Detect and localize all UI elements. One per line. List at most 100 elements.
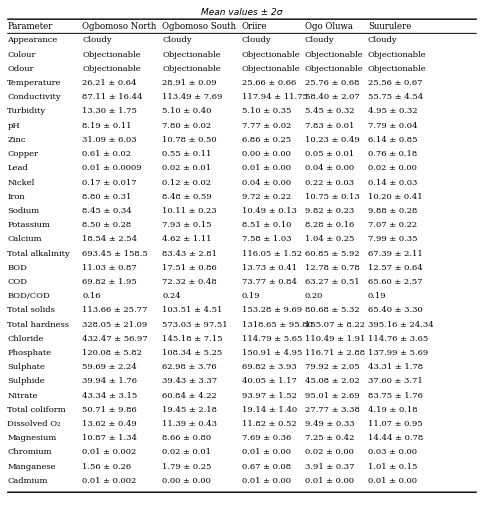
Text: 103.51 ± 4.51: 103.51 ± 4.51: [162, 306, 223, 315]
Text: 67.39 ± 2.11: 67.39 ± 2.11: [368, 250, 423, 258]
Text: 19.14 ± 1.40: 19.14 ± 1.40: [242, 406, 297, 414]
Text: 0.01 ± 0.00: 0.01 ± 0.00: [305, 477, 354, 485]
Text: Nickel: Nickel: [7, 179, 35, 187]
Text: 0.20: 0.20: [305, 292, 323, 300]
Text: Copper: Copper: [7, 150, 38, 158]
Text: Turbidity: Turbidity: [7, 108, 46, 115]
Text: Sulphate: Sulphate: [7, 363, 45, 371]
Text: 0.22 ± 0.03: 0.22 ± 0.03: [305, 179, 354, 187]
Text: 69.82 ± 3.93: 69.82 ± 3.93: [242, 363, 297, 371]
Text: 11.07 ± 0.95: 11.07 ± 0.95: [368, 420, 423, 428]
Text: 59.69 ± 2.24: 59.69 ± 2.24: [82, 363, 137, 371]
Text: 153.28 ± 9.69: 153.28 ± 9.69: [242, 306, 302, 315]
Text: 5.10 ± 0.35: 5.10 ± 0.35: [242, 108, 291, 115]
Text: Manganese: Manganese: [7, 463, 56, 471]
Text: 8.48 ± 0.59: 8.48 ± 0.59: [162, 193, 212, 201]
Text: 62.98 ± 3.76: 62.98 ± 3.76: [162, 363, 217, 371]
Text: 108.34 ± 5.25: 108.34 ± 5.25: [162, 349, 222, 357]
Text: 113.66 ± 25.77: 113.66 ± 25.77: [82, 306, 148, 315]
Text: 8.50 ± 0.28: 8.50 ± 0.28: [82, 221, 132, 229]
Text: Objectionable: Objectionable: [368, 51, 426, 58]
Text: 83.43 ± 2.81: 83.43 ± 2.81: [162, 250, 217, 258]
Text: Lead: Lead: [7, 164, 28, 172]
Text: 0.67 ± 0.08: 0.67 ± 0.08: [242, 463, 291, 471]
Text: 7.99 ± 0.35: 7.99 ± 0.35: [368, 236, 417, 243]
Text: 7.79 ± 0.04: 7.79 ± 0.04: [368, 122, 417, 130]
Text: Appearance: Appearance: [7, 36, 58, 44]
Text: 4.95 ± 0.32: 4.95 ± 0.32: [368, 108, 417, 115]
Text: 28.91 ± 0.09: 28.91 ± 0.09: [162, 79, 217, 87]
Text: 0.01 ± 0.002: 0.01 ± 0.002: [82, 448, 136, 456]
Text: 0.14 ± 0.03: 0.14 ± 0.03: [368, 179, 417, 187]
Text: Total coliform: Total coliform: [7, 406, 66, 414]
Text: 1.04 ± 0.25: 1.04 ± 0.25: [305, 236, 354, 243]
Text: 432.47 ± 56.97: 432.47 ± 56.97: [82, 335, 148, 343]
Text: 63.27 ± 0.51: 63.27 ± 0.51: [305, 278, 360, 286]
Text: Objectionable: Objectionable: [305, 51, 363, 58]
Text: 0.00 ± 0.00: 0.00 ± 0.00: [242, 150, 291, 158]
Text: Cloudy: Cloudy: [368, 36, 397, 44]
Text: 9.49 ± 0.33: 9.49 ± 0.33: [305, 420, 355, 428]
Text: Objectionable: Objectionable: [242, 65, 301, 73]
Text: 50.71 ± 9.86: 50.71 ± 9.86: [82, 406, 137, 414]
Text: 11.39 ± 0.43: 11.39 ± 0.43: [162, 420, 217, 428]
Text: 328.05 ± 21.09: 328.05 ± 21.09: [82, 320, 148, 329]
Text: 0.61 ± 0.02: 0.61 ± 0.02: [82, 150, 131, 158]
Text: 65.60 ± 2.57: 65.60 ± 2.57: [368, 278, 423, 286]
Text: 27.77 ± 3.38: 27.77 ± 3.38: [305, 406, 360, 414]
Text: 13.62 ± 0.49: 13.62 ± 0.49: [82, 420, 137, 428]
Text: 6.86 ± 0.25: 6.86 ± 0.25: [242, 136, 291, 144]
Text: 39.43 ± 3.37: 39.43 ± 3.37: [162, 377, 217, 385]
Text: 5.45 ± 0.32: 5.45 ± 0.32: [305, 108, 354, 115]
Text: 4.62 ± 1.11: 4.62 ± 1.11: [162, 236, 212, 243]
Text: Total hardness: Total hardness: [7, 320, 69, 329]
Text: 0.03 ± 0.00: 0.03 ± 0.00: [368, 448, 417, 456]
Text: Cadmium: Cadmium: [7, 477, 47, 485]
Text: Phosphate: Phosphate: [7, 349, 51, 357]
Text: Objectionable: Objectionable: [368, 65, 426, 73]
Text: 0.19: 0.19: [242, 292, 260, 300]
Text: 11.03 ± 0.87: 11.03 ± 0.87: [82, 264, 137, 272]
Text: 13.73 ± 0.41: 13.73 ± 0.41: [242, 264, 297, 272]
Text: 7.77 ± 0.02: 7.77 ± 0.02: [242, 122, 291, 130]
Text: 693.45 ± 158.5: 693.45 ± 158.5: [82, 250, 148, 258]
Text: 0.01 ± 0.0009: 0.01 ± 0.0009: [82, 164, 142, 172]
Text: 37.60 ± 3.71: 37.60 ± 3.71: [368, 377, 423, 385]
Text: 120.08 ± 5.82: 120.08 ± 5.82: [82, 349, 142, 357]
Text: 145.18 ± 7.15: 145.18 ± 7.15: [162, 335, 223, 343]
Text: Cloudy: Cloudy: [82, 36, 112, 44]
Text: 4.19 ± 0.18: 4.19 ± 0.18: [368, 406, 418, 414]
Text: 7.83 ± 0.01: 7.83 ± 0.01: [305, 122, 354, 130]
Text: 7.93 ± 0.15: 7.93 ± 0.15: [162, 221, 212, 229]
Text: 25.66 ± 0.66: 25.66 ± 0.66: [242, 79, 296, 87]
Text: 1.79 ± 0.25: 1.79 ± 0.25: [162, 463, 212, 471]
Text: 25.76 ± 0.68: 25.76 ± 0.68: [305, 79, 360, 87]
Text: 7.07 ± 0.22: 7.07 ± 0.22: [368, 221, 417, 229]
Text: 26.21 ± 0.64: 26.21 ± 0.64: [82, 79, 137, 87]
Text: Cloudy: Cloudy: [242, 36, 272, 44]
Text: 13.30 ± 1.75: 13.30 ± 1.75: [82, 108, 137, 115]
Text: Objectionable: Objectionable: [162, 51, 221, 58]
Text: Sodium: Sodium: [7, 207, 39, 215]
Text: 114.76 ± 3.65: 114.76 ± 3.65: [368, 335, 428, 343]
Text: COD: COD: [7, 278, 27, 286]
Text: pH: pH: [7, 122, 20, 130]
Text: 87.11 ± 16.44: 87.11 ± 16.44: [82, 93, 143, 101]
Text: Zinc: Zinc: [7, 136, 26, 144]
Text: Objectionable: Objectionable: [82, 51, 141, 58]
Text: 95.01 ± 2.69: 95.01 ± 2.69: [305, 392, 360, 399]
Text: 19.45 ± 2.18: 19.45 ± 2.18: [162, 406, 217, 414]
Text: 65.40 ± 3.30: 65.40 ± 3.30: [368, 306, 423, 315]
Text: 9.88 ± 0.28: 9.88 ± 0.28: [368, 207, 417, 215]
Text: Mean values ± 2σ: Mean values ± 2σ: [201, 8, 283, 17]
Text: BOD: BOD: [7, 264, 27, 272]
Text: 0.00 ± 0.00: 0.00 ± 0.00: [162, 477, 211, 485]
Text: 1318.65 ± 95.80: 1318.65 ± 95.80: [242, 320, 313, 329]
Text: 10.75 ± 0.13: 10.75 ± 0.13: [305, 193, 360, 201]
Text: 0.24: 0.24: [162, 292, 181, 300]
Text: 5.10 ± 0.40: 5.10 ± 0.40: [162, 108, 212, 115]
Text: 9.72 ± 0.22: 9.72 ± 0.22: [242, 193, 291, 201]
Text: 0.02 ± 0.00: 0.02 ± 0.00: [305, 448, 354, 456]
Text: 58.40 ± 2.07: 58.40 ± 2.07: [305, 93, 360, 101]
Text: 55.75 ± 4.54: 55.75 ± 4.54: [368, 93, 423, 101]
